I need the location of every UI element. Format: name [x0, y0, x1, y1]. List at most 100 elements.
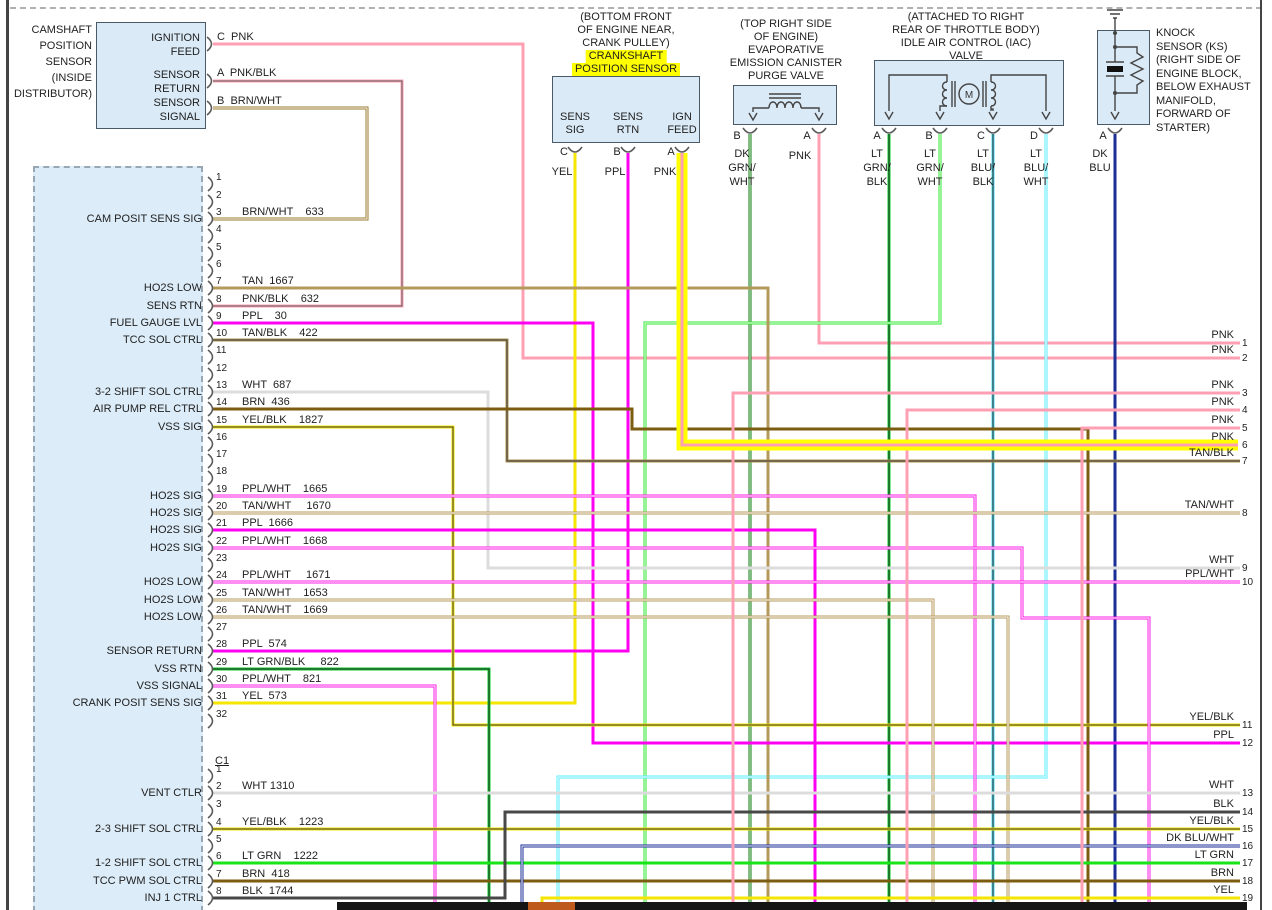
- page-top-border: [10, 7, 1262, 9]
- component-pin-arc-5: [674, 146, 690, 153]
- right-terminal-color-5: PNK: [1211, 414, 1234, 426]
- connector-c2-pin-signal-10: TCC SOL CTRL: [122, 334, 202, 346]
- connector-c2-pin-arc-6: [207, 263, 214, 279]
- connector-c2-pin-number-22: 22: [216, 536, 228, 547]
- iac-motor-letter: M: [965, 90, 973, 101]
- component-pin-arc-2: [206, 100, 213, 116]
- right-terminal-color-9: WHT: [1208, 554, 1234, 566]
- connector-c2-pin-wire-label-14: BRN 436: [242, 396, 290, 408]
- connector-c2-pin-arc-7: [207, 280, 214, 296]
- connector-c2-pin-number-18: 18: [216, 466, 228, 477]
- connector-c2-pin-number-31: 31: [216, 691, 228, 702]
- connector-c2-pin-wire-label-9: PPL 30: [242, 310, 287, 322]
- iac-wire-b: LT GRN/ WHT: [916, 148, 944, 188]
- wire-iac-d-lt-blu-wht: [556, 134, 1048, 903]
- connector-c2-pin-number-12: 12: [216, 363, 228, 374]
- wire-p30-ppl-wht-821-stripe: [213, 685, 436, 903]
- connector-c2-pin-wire-label-20: TAN/WHT 1670: [242, 500, 331, 512]
- wire-pnk-to-terminal-5: [1080, 426, 1240, 903]
- wire-p13-wht-687: [213, 390, 1240, 570]
- connector-c1-pin-number-8: 8: [216, 886, 222, 897]
- wire-p14-brn-436: [213, 407, 1090, 903]
- connector-c2-pin-wire-label-3: BRN/WHT 633: [242, 206, 324, 218]
- connector-c1-pin-number-5: 5: [216, 834, 222, 845]
- connector-c1-pin-signal-7: TCC PWM SOL CTRL: [93, 875, 202, 887]
- connector-c2-pin-arc-29: [207, 661, 214, 677]
- iac-valve-location: (ATTACHED TO RIGHT REAR OF THROTTLE BODY…: [892, 11, 1040, 62]
- iac-pin-letter-a: A: [873, 130, 881, 142]
- bottom-orange-bar: [528, 902, 575, 910]
- connector-c1-pin-number-3: 3: [216, 799, 222, 810]
- right-terminal-color-14: BLK: [1213, 798, 1234, 810]
- connector-c2-pin-wire-label-21: PPL 1666: [242, 517, 293, 529]
- connector-c2-pin-number-11: 11: [216, 345, 227, 356]
- component-pin-arc-8: [881, 127, 897, 134]
- connector-c2-pin-wire-label-26: TAN/WHT 1669: [242, 604, 328, 616]
- wire-p25-tan-wht-1653: [213, 598, 935, 903]
- connector-c2-pin-number-5: 5: [216, 242, 222, 253]
- crank-pin-letter-b: B: [613, 146, 621, 158]
- connector-c2-pin-signal-25: HO2S LOW: [143, 594, 202, 606]
- connector-c1-pin-arc-8: [207, 890, 214, 906]
- connector-c2-pin-number-15: 15: [216, 415, 228, 426]
- purge-pin-letter-a: A: [803, 130, 811, 142]
- connector-c1-pin-wire-label-4: YEL/BLK 1223: [242, 816, 324, 828]
- connector-c2-pin-number-25: 25: [216, 588, 228, 599]
- connector-c2-pin-signal-7: HO2S LOW: [143, 282, 202, 294]
- right-terminal-color-18: BRN: [1210, 867, 1234, 879]
- connector-c2-pin-number-20: 20: [216, 501, 228, 512]
- knock-pin-letter-a: A: [1099, 130, 1107, 142]
- connector-c1-pin-number-2: 2: [216, 781, 222, 792]
- connector-c2-pin-arc-5: [207, 246, 214, 262]
- connector-c2-pin-arc-24: [207, 574, 214, 590]
- camshaft-wire-a: A PNK/BLK: [217, 67, 277, 79]
- right-terminal-color-10: PPL/WHT: [1185, 568, 1234, 580]
- wire-p22-ppl-wht-1668-stripe: [213, 547, 1150, 903]
- connector-c2-pin-arc-18: [207, 470, 214, 486]
- connector-c1-pin-arc-7: [207, 873, 214, 889]
- wire-yel-to-terminal-19: [540, 896, 1240, 903]
- crank-sensor-name-line2: POSITION SENSOR: [571, 63, 681, 76]
- crank-wire-yel: YEL: [551, 166, 573, 178]
- connector-c2-pin-signal-15: VSS SIG: [157, 421, 202, 433]
- crank-pin-sens-rtn: SENS RTN: [613, 111, 643, 136]
- wire-p15-yel-blk-1827: [213, 425, 1240, 727]
- connector-c1-pin-signal-8: INJ 1 CTRL: [144, 892, 202, 904]
- wire-iac-b-lt-grn-wht: [643, 134, 942, 903]
- right-terminal-number-9: 9: [1242, 563, 1248, 574]
- connector-c2-pin-wire-label-24: PPL/WHT 1671: [242, 569, 331, 581]
- right-terminal-color-6: PNK: [1211, 431, 1234, 443]
- purge-wire-a: PNK: [788, 150, 812, 162]
- purge-wire-b: DK GRN/ WHT: [728, 148, 756, 188]
- right-terminal-number-15: 15: [1242, 824, 1254, 835]
- connector-c2-pin-number-27: 27: [216, 622, 228, 633]
- connector-c2-pin-arc-11: [207, 349, 214, 365]
- camshaft-sensor-label: CAMSHAFT POSITION SENSOR (INSIDE DISTRIB…: [13, 24, 92, 100]
- iac-wire-a: LT GRN/ BLK: [863, 148, 891, 188]
- wire-p29-lt-grn-blk-822-stripe: [213, 668, 490, 903]
- camshaft-pin-sensor-signal: SENSOR SIGNAL: [153, 97, 200, 123]
- connector-c1-pin-arc-4: [207, 821, 214, 837]
- connector-c2-pin-signal-31: CRANK POSIT SENS SIG: [72, 697, 202, 709]
- connector-c2-pin-wire-label-15: YEL/BLK 1827: [242, 414, 324, 426]
- wire-dk-blu-wht-to-terminal-16: [520, 844, 1240, 903]
- crank-pin-letter-c: C: [560, 146, 568, 158]
- connector-c1-pin-number-6: 6: [216, 851, 222, 862]
- component-pin-arc-7: [811, 127, 827, 134]
- connector-c1-pin-signal-6: 1-2 SHIFT SOL CTRL: [95, 857, 202, 869]
- wire-p19-ppl-wht-1665-stripe: [213, 495, 976, 903]
- connector-c2-pin-wire-label-30: PPL/WHT 821: [242, 673, 322, 685]
- wire-cam-sens-sig-brn-wht: [213, 106, 369, 221]
- connector-c2-pin-arc-9: [207, 315, 214, 331]
- connector-c2-pin-arc-21: [207, 522, 214, 538]
- crankshaft-sensor-box: [552, 76, 700, 143]
- wire-p10-tan-blk-422-stripe: [213, 339, 1240, 462]
- wire-cam-sens-rtn-pnk-blk-stripe: [213, 80, 403, 307]
- right-terminal-color-11: YEL/BLK: [1189, 711, 1234, 723]
- camshaft-pin-ignition-feed: IGNITION FEED: [151, 32, 200, 58]
- connector-c2-pin-number-13: 13: [216, 380, 228, 391]
- connector-c2-pin-arc-3: [207, 211, 214, 227]
- connector-c2-pin-wire-label-31: YEL 573: [242, 690, 287, 702]
- wire-cam-sens-sig-brn-wht-stripe: [213, 107, 368, 220]
